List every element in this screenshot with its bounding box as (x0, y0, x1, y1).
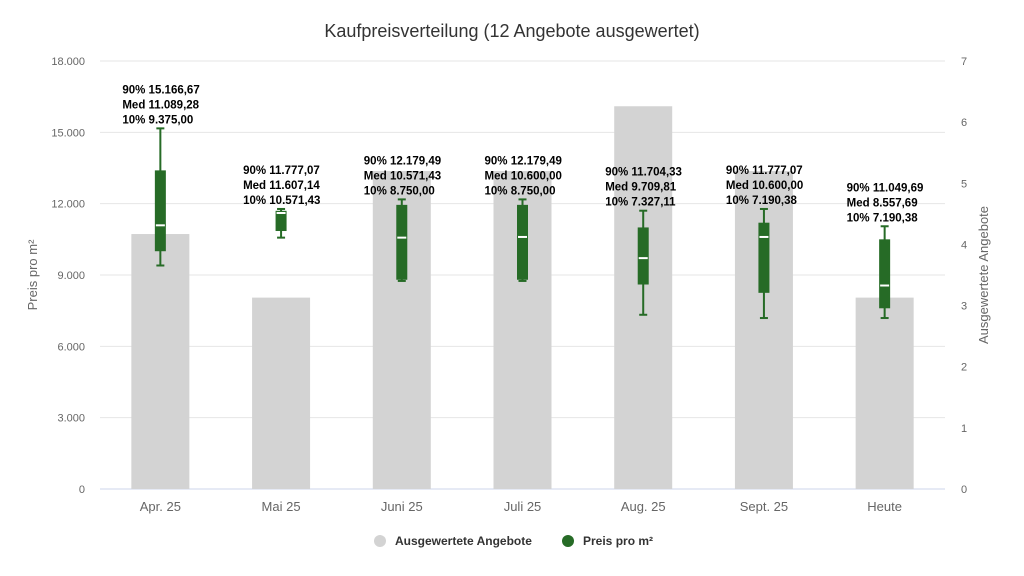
legend[interactable]: Ausgewertete Angebote Preis pro m² (374, 534, 653, 548)
data-label: 10% 10.571,43 (243, 195, 320, 207)
data-annotation: 90% 11.777,07 Med 10.600,00 10% 7.190,38 (726, 165, 803, 207)
boxplot-point[interactable] (758, 207, 770, 320)
legend-item-preis-pro-m2[interactable]: Preis pro m² (562, 534, 653, 548)
data-label: 10% 7.327,11 (605, 197, 676, 209)
data-annotation: 90% 12.179,49 Med 10.571,43 10% 8.750,00 (364, 155, 441, 197)
boxplot-series-preis-pro-m2 (154, 127, 891, 320)
data-label: 90% 15.166,67 (122, 84, 199, 96)
y-left-tick-label: 0 (79, 484, 85, 496)
x-axis-ticks: Apr. 25 Mai 25 Juni 25 Juli 25 Aug. 25 Sept. … (140, 499, 902, 514)
boxplot-box (879, 239, 891, 309)
data-label: 10% 7.190,38 (847, 212, 919, 224)
x-tick-label: Sept. 25 (740, 499, 788, 514)
boxplot-point[interactable] (517, 198, 528, 282)
boxplot-box (154, 170, 166, 252)
x-tick-label: Aug. 25 (621, 499, 666, 514)
data-annotation: 90% 11.049,69 Med 8.557,69 10% 7.190,38 (847, 182, 924, 224)
y-left-tick-label: 12.000 (51, 199, 85, 211)
left-axis-ticks: 0 3.000 6.000 9.000 12.000 15.000 18.000 (51, 56, 85, 496)
data-label: 10% 7.190,38 (726, 195, 798, 207)
y-right-tick-label: 5 (961, 178, 967, 190)
data-label: 90% 12.179,49 (485, 155, 562, 167)
x-tick-label: Heute (867, 499, 902, 514)
data-label: Med 10.600,00 (726, 180, 803, 192)
data-label: Med 11.607,14 (243, 180, 320, 192)
y-left-tick-label: 15.000 (51, 127, 85, 139)
boxplot-point[interactable] (154, 127, 166, 267)
chart-title: Kaufpreisverteilung (12 Angebote ausgewe… (324, 21, 699, 41)
x-tick-label: Apr. 25 (140, 499, 181, 514)
bar-ausgewertete-angebote[interactable] (855, 297, 914, 489)
data-annotation: 90% 11.704,33 Med 9.709,81 10% 7.327,11 (605, 167, 682, 209)
data-annotation: 90% 15.166,67 Med 11.089,28 10% 9.375,00 (122, 84, 199, 126)
y-left-tick-label: 9.000 (57, 270, 85, 282)
data-label: 90% 12.179,49 (364, 155, 441, 167)
bar-ausgewertete-angebote[interactable] (252, 297, 311, 489)
boxplot-point[interactable] (396, 198, 408, 282)
data-label: 10% 8.750,00 (364, 185, 435, 197)
legend-item-ausgewertete-angebote[interactable]: Ausgewertete Angebote (374, 534, 532, 548)
y-right-tick-label: 4 (961, 239, 967, 251)
boxplot-point[interactable] (879, 225, 891, 320)
legend-label: Ausgewertete Angebote (395, 534, 532, 548)
right-axis-ticks: 0 1 2 3 4 5 6 7 (961, 56, 967, 496)
bar-series-ausgewertete-angebote (131, 106, 914, 490)
data-label: Med 10.600,00 (485, 170, 562, 182)
boxplot-point[interactable] (637, 209, 649, 316)
boxplot-box (517, 204, 528, 280)
x-tick-label: Juni 25 (381, 499, 423, 514)
y-right-tick-label: 2 (961, 362, 967, 374)
x-tick-label: Mai 25 (262, 499, 301, 514)
y-right-tick-label: 1 (961, 423, 967, 435)
boxplot-box (275, 210, 287, 232)
data-label: 90% 11.777,07 (726, 165, 803, 177)
boxplot-box (637, 227, 649, 285)
data-label: Med 9.709,81 (605, 182, 677, 194)
y-left-tick-label: 3.000 (57, 413, 85, 425)
data-annotation: 90% 12.179,49 Med 10.600,00 10% 8.750,00 (485, 155, 562, 197)
data-label: Med 10.571,43 (364, 170, 441, 182)
y-right-tick-label: 6 (961, 117, 967, 129)
y-right-tick-label: 3 (961, 301, 967, 313)
data-label: 90% 11.049,69 (847, 182, 924, 194)
y-right-tick-label: 7 (961, 56, 967, 68)
boxplot-box (758, 222, 770, 293)
y-axis-left-title: Preis pro m² (25, 239, 40, 310)
legend-marker (562, 535, 574, 547)
legend-label: Preis pro m² (583, 534, 653, 548)
data-label: 10% 8.750,00 (485, 185, 556, 197)
y-left-tick-label: 18.000 (51, 56, 85, 68)
y-axis-right-title: Ausgewertete Angebote (976, 206, 991, 344)
x-tick-label: Juli 25 (504, 499, 542, 514)
y-right-tick-label: 0 (961, 484, 967, 496)
boxplot-box (396, 204, 408, 280)
data-label: Med 8.557,69 (847, 197, 918, 209)
legend-marker (374, 535, 386, 547)
boxplot-point[interactable] (275, 207, 287, 239)
data-label: 10% 9.375,00 (122, 114, 193, 126)
y-left-tick-label: 6.000 (57, 341, 85, 353)
bar-ausgewertete-angebote[interactable] (131, 234, 190, 489)
data-label: Med 11.089,28 (122, 99, 199, 111)
data-label: 90% 11.777,07 (243, 165, 320, 177)
data-annotation: 90% 11.777,07 Med 11.607,14 10% 10.571,43 (243, 165, 320, 207)
data-label: 90% 11.704,33 (605, 167, 682, 179)
